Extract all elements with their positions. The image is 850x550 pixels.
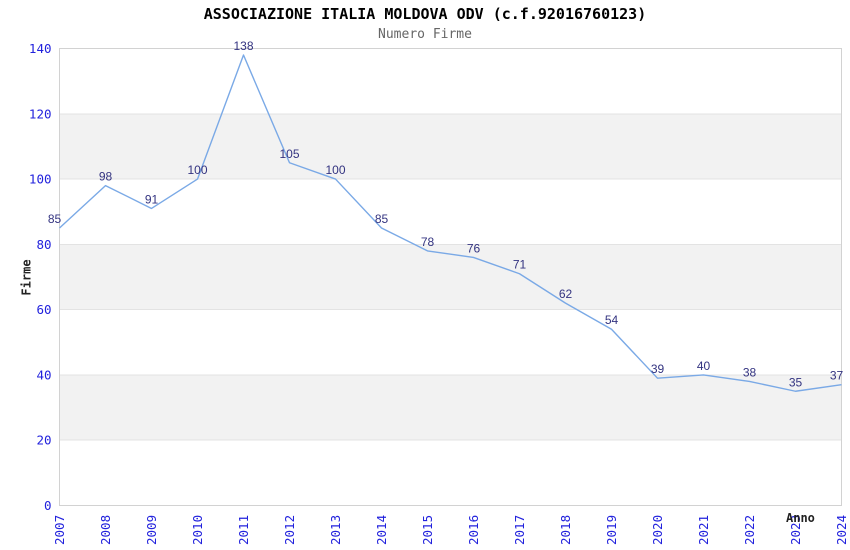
x-tick-label: 2014 xyxy=(374,515,389,545)
x-tick-label: 2023 xyxy=(788,515,803,545)
chart-subtitle: Numero Firme xyxy=(378,27,472,42)
data-point-label: 100 xyxy=(325,163,345,177)
chart-title: ASSOCIAZIONE ITALIA MOLDOVA ODV (c.f.920… xyxy=(203,5,647,23)
y-tick-label: 80 xyxy=(36,237,51,252)
y-tick-label: 40 xyxy=(36,367,51,382)
data-point-label: 76 xyxy=(467,241,481,255)
x-tick-label: 2018 xyxy=(558,515,573,545)
data-point-label: 54 xyxy=(605,313,619,327)
plot-band xyxy=(59,113,842,180)
data-point-label: 85 xyxy=(375,212,389,226)
y-axis-title: Firme xyxy=(19,259,34,296)
x-tick-label: 2024 xyxy=(834,515,849,545)
data-point-label: 98 xyxy=(99,170,113,184)
x-tick-label: 2022 xyxy=(742,515,757,545)
x-tick-label: 2020 xyxy=(650,515,665,545)
data-point-label: 138 xyxy=(233,39,253,53)
x-tick-label: 2007 xyxy=(52,515,67,545)
data-point-label: 39 xyxy=(651,362,665,376)
x-tick-label: 2011 xyxy=(236,515,251,545)
plot-border xyxy=(59,48,842,506)
data-point-label: 85 xyxy=(48,212,62,226)
data-point-label: 38 xyxy=(743,365,757,379)
data-point-label: 78 xyxy=(421,235,435,249)
y-tick-label: 140 xyxy=(29,41,52,56)
x-tick-label: 2021 xyxy=(696,515,711,545)
x-tick-label: 2019 xyxy=(604,515,619,545)
x-tick-label: 2008 xyxy=(98,515,113,545)
y-tick-label: 0 xyxy=(44,498,52,513)
x-tick-label: 2010 xyxy=(190,515,205,545)
data-point-label: 105 xyxy=(279,147,299,161)
y-tick-label: 120 xyxy=(29,106,52,121)
plot-band xyxy=(59,244,842,310)
x-tick-label: 2016 xyxy=(466,515,481,545)
data-point-label: 37 xyxy=(830,369,844,383)
data-point-label: 62 xyxy=(559,287,573,301)
x-tick-label: 2012 xyxy=(282,515,297,545)
y-tick-label: 60 xyxy=(36,302,51,317)
data-point-label: 91 xyxy=(145,192,159,206)
data-point-label: 71 xyxy=(513,258,527,272)
plot-band xyxy=(59,374,842,441)
x-tick-label: 2013 xyxy=(328,515,343,545)
data-point-label: 35 xyxy=(789,375,803,389)
y-tick-label: 20 xyxy=(36,433,51,448)
x-tick-label: 2017 xyxy=(512,515,527,545)
data-point-label: 40 xyxy=(697,359,711,373)
x-tick-label: 2009 xyxy=(144,515,159,545)
x-axis-title: Anno xyxy=(786,511,815,525)
data-line xyxy=(59,54,842,392)
x-tick-label: 2015 xyxy=(420,515,435,545)
y-tick-label: 100 xyxy=(29,172,52,187)
data-point-label: 100 xyxy=(187,163,207,177)
